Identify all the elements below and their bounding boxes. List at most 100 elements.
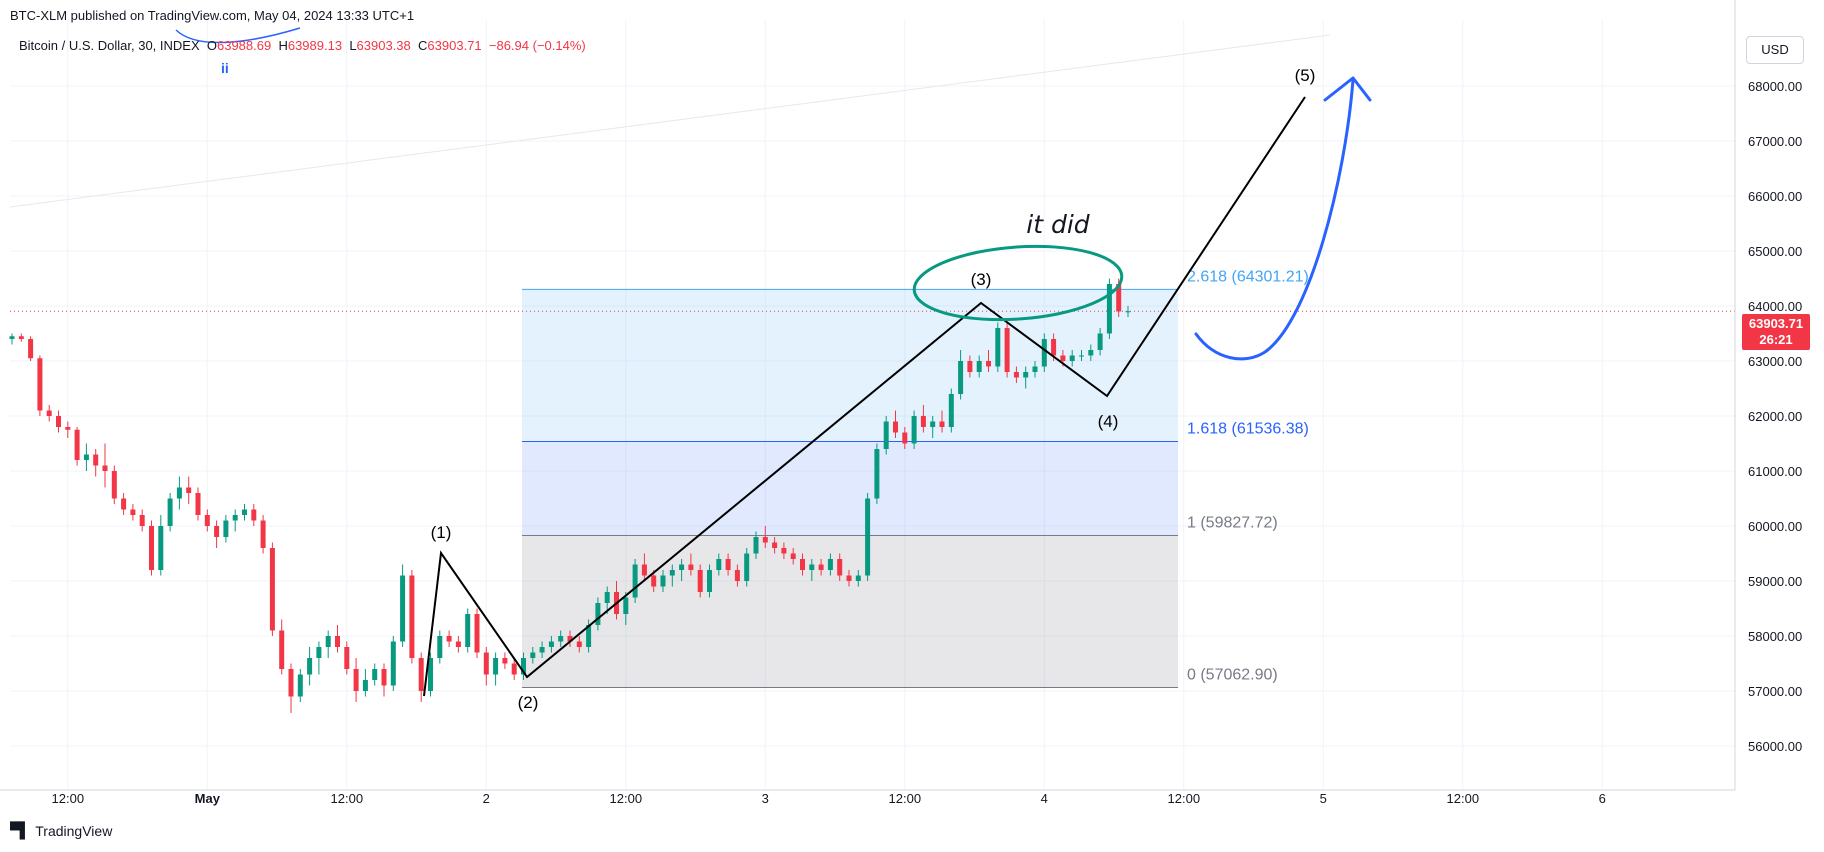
candle-body [995,328,1001,367]
candle-body [195,493,201,515]
time-tick-label: 2 [483,791,490,806]
candle-body [809,564,815,570]
price-tick-label: 66000.00 [1748,189,1802,204]
time-tick-label: 12:00 [331,791,364,806]
published-caption: BTC-XLM published on TradingView.com, Ma… [10,8,415,23]
candle-body [660,575,666,587]
time-tick-label: May [195,791,221,806]
wave-label: (2) [518,693,539,712]
fib-zone [522,441,1178,536]
price-tick-label: 57000.00 [1748,684,1802,699]
candle-body [37,358,43,411]
fib-zone [522,535,1178,688]
candle-body [586,625,592,647]
candle-body [297,674,303,697]
candle-body [56,416,61,427]
candle-body [1013,372,1019,378]
tradingview-brand[interactable]: ▀▌ TradingView [10,822,112,839]
candle-body [251,509,257,521]
candle-body [920,416,926,427]
candle-body [465,614,471,647]
candle-body [744,553,750,581]
candle-body [939,421,945,427]
candle-body [976,361,982,372]
fibonacci-extension[interactable]: 2.618 (64301.21) 1.618 (61536.38) 1 (59827… [522,268,1309,689]
candle-body [632,564,638,598]
candle-body [558,636,564,642]
candle-body [958,361,964,394]
candle-body [260,520,266,548]
candle-body [446,636,452,642]
candle-body [530,652,536,658]
symbol-title[interactable]: Bitcoin / U.S. Dollar, 30, INDEX [19,38,200,53]
candle-body [400,575,406,642]
candle-body [697,570,703,592]
brand-label: TradingView [35,822,113,839]
candle-body [511,663,517,675]
candle-body [911,416,917,444]
candle-body [381,669,387,686]
candle-body [1069,355,1075,361]
candle-body [223,520,229,537]
close-label: C [418,38,428,53]
candle-body [158,526,164,570]
candle-body [269,548,275,631]
fib-level-label: 0 (57062.90) [1187,667,1278,684]
fib-level-label: 2.618 (64301.21) [1187,268,1309,285]
candle-body [316,647,322,658]
candle-body [679,564,685,570]
candle-body [716,559,722,570]
candle-body [167,498,173,526]
low-label: L [349,38,357,53]
time-tick-label: 6 [1599,791,1606,806]
candle-body [967,361,973,372]
faint-trend-line [9,34,1331,208]
candle-body [762,537,768,543]
candle-body [65,427,71,430]
time-tick-label: 12:00 [1447,791,1480,806]
candle-body [372,669,378,680]
candle-body [707,570,712,592]
time-tick-label: 12:00 [610,791,643,806]
candle-body [1060,355,1066,361]
candle-body [204,515,210,526]
open-value: 63988.69 [216,38,272,53]
candle-body [865,498,871,576]
candle-body [111,471,117,499]
candle-body [409,575,415,658]
currency-button[interactable]: USD [1746,36,1804,64]
change-value: −86.94 (−0.14%) [488,38,586,53]
candle-body [1051,339,1057,356]
time-axis[interactable]: 12:00 May 12:00 2 12:00 3 12:00 4 12:00 5 12:00 6 [0,789,1735,806]
wave-label: (4) [1098,412,1119,431]
time-tick-label: 12:00 [889,791,922,806]
candle-body [623,597,629,614]
price-tick-label: 65000.00 [1748,244,1802,259]
candle-body [83,454,89,460]
projection-arrowhead [1323,76,1372,102]
candle-body [539,647,545,653]
candle-body [325,636,331,647]
candle-body [1079,355,1084,357]
price-tick-label: 63000.00 [1748,354,1802,369]
candle-body [176,487,182,499]
price-axis[interactable]: 68000.00 67000.00 66000.00 65000.00 64000.00… [1734,0,1802,790]
candle-body [548,641,554,647]
candle-body [149,526,154,570]
candle-body [335,636,340,647]
price-tick-label: 59000.00 [1748,574,1802,589]
time-tick-label: 12:00 [1168,791,1201,806]
candle-body [28,339,34,359]
candle-body [855,575,861,581]
candle-body [753,537,759,554]
candle-body [641,564,647,576]
candle-body [46,410,52,416]
candle-body [734,570,740,581]
time-tick-label: 4 [1041,791,1048,806]
wave-label: (5) [1295,66,1316,85]
candle-body [874,449,880,499]
price-tick-label: 56000.00 [1748,739,1802,754]
candle-body [827,559,833,570]
elliott-wave-lines[interactable]: (1) (2) (3) (4) (5) [423,66,1316,712]
